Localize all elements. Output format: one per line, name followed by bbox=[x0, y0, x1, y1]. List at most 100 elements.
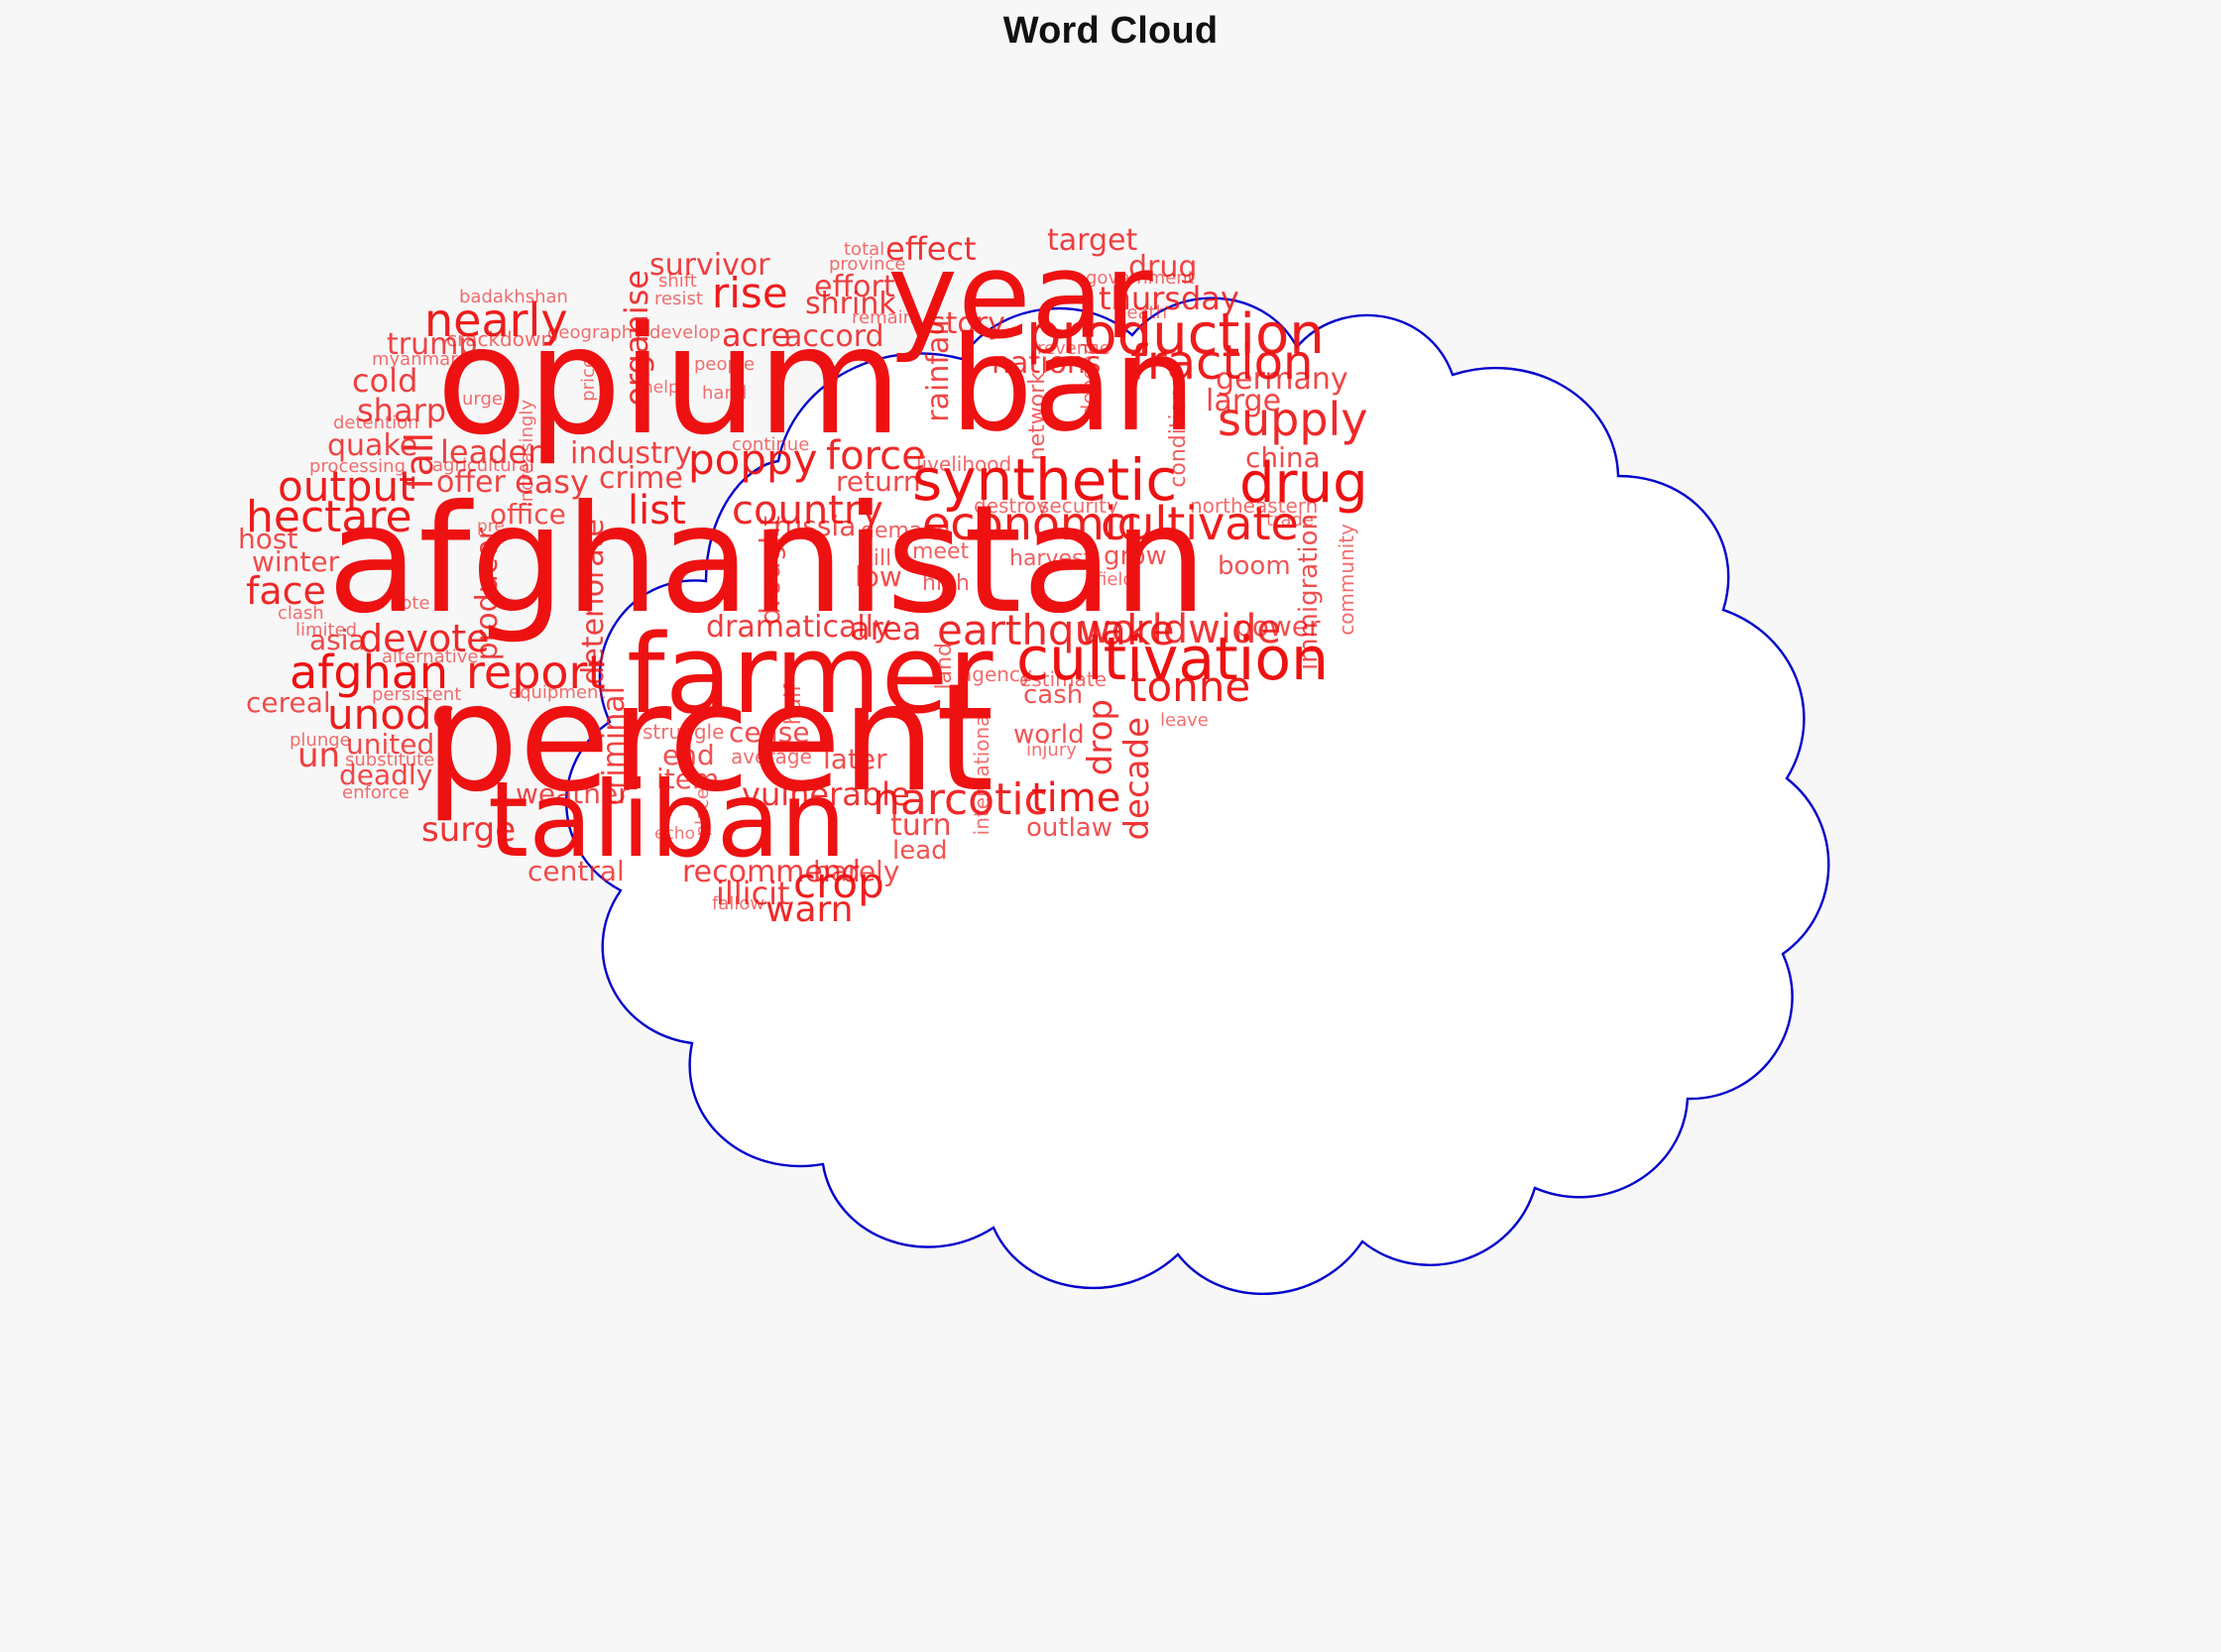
word-united: united bbox=[346, 728, 435, 761]
word-leader: leader bbox=[440, 433, 541, 471]
word-cultivate: cultivate bbox=[1101, 497, 1299, 550]
word-field: field bbox=[1096, 569, 1134, 590]
word-earthquake: earthquake bbox=[937, 606, 1175, 654]
word-output: output bbox=[278, 462, 415, 511]
word-equipment: equipment bbox=[509, 682, 606, 703]
word-injury: injury bbox=[1026, 740, 1077, 761]
word-sharp: sharp bbox=[357, 392, 447, 429]
word-low: low bbox=[855, 560, 902, 593]
word-end: end bbox=[662, 739, 715, 771]
word-asia: asia bbox=[309, 624, 366, 656]
word-livelihood: livelihood bbox=[916, 452, 1012, 476]
word-deadly: deadly bbox=[339, 759, 433, 791]
word-russia: russia bbox=[773, 510, 857, 542]
word-force: force bbox=[826, 433, 926, 479]
word-un: un bbox=[297, 736, 341, 775]
page-title: Word Cloud bbox=[1002, 10, 1219, 52]
word-note: note bbox=[390, 593, 430, 614]
word-persistent: persistent bbox=[372, 684, 462, 705]
word-power: power bbox=[1234, 610, 1321, 643]
word-crime: crime bbox=[599, 461, 683, 496]
word-criminal: criminal bbox=[597, 686, 632, 806]
word-price: price bbox=[578, 357, 599, 402]
word-thursday: thursday bbox=[1099, 280, 1239, 317]
word-vulnerable: vulnerable bbox=[742, 775, 910, 813]
word-drug: drug bbox=[1128, 250, 1198, 285]
word-high: high bbox=[922, 571, 970, 596]
word-help: help bbox=[643, 378, 679, 398]
word-crop: crop bbox=[793, 859, 884, 907]
word-average: average bbox=[731, 745, 812, 768]
word-trade: trade bbox=[1266, 510, 1314, 531]
word-death: death bbox=[1115, 302, 1167, 323]
word-demand: demand bbox=[861, 519, 951, 543]
word-drug: drug bbox=[1239, 451, 1368, 516]
word-taliban: taliban bbox=[488, 760, 847, 881]
word-network: network bbox=[1025, 372, 1050, 461]
word-china: china bbox=[1245, 441, 1321, 474]
word-unodc: unodc bbox=[327, 690, 455, 739]
word-substitute: substitute bbox=[345, 750, 435, 770]
word-dramatically: dramatically bbox=[706, 610, 891, 645]
word-fallow: fallow bbox=[712, 893, 765, 914]
word-world: world bbox=[1013, 720, 1085, 750]
word-remain: remain bbox=[852, 307, 915, 328]
word-struggle: struggle bbox=[643, 720, 725, 744]
word-revenue: revenue bbox=[1037, 338, 1110, 359]
word-continue: continue bbox=[732, 434, 810, 455]
word-cold: cold bbox=[352, 362, 418, 400]
word-cease: cease bbox=[729, 716, 810, 749]
cloud-outline-shape bbox=[565, 296, 1830, 1295]
word-afghan: afghan bbox=[290, 646, 449, 699]
word-develop: develop bbox=[649, 322, 721, 343]
word-accord: accord bbox=[784, 319, 884, 354]
word-year: year bbox=[887, 228, 1153, 366]
word-limited: limited bbox=[295, 620, 358, 641]
word-trump: trump bbox=[387, 327, 478, 362]
word-hectare: hectare bbox=[246, 492, 412, 542]
word-total: total bbox=[844, 239, 885, 260]
word-harvest: harvest bbox=[1009, 546, 1093, 571]
word-processing: processing bbox=[309, 456, 407, 477]
word-easy: easy bbox=[515, 463, 589, 501]
word-warn: warn bbox=[765, 889, 854, 930]
word-face: face bbox=[246, 569, 326, 613]
word-badakhshan: badakhshan bbox=[459, 287, 568, 307]
word-devote: devote bbox=[359, 617, 490, 660]
word-urge: urge bbox=[462, 389, 503, 410]
word-international: international bbox=[970, 709, 994, 836]
word-nearly: nearly bbox=[424, 294, 568, 347]
word-cultivation: cultivation bbox=[1016, 625, 1330, 694]
word-poppy: poppy bbox=[688, 435, 818, 484]
word-organise: organise bbox=[618, 270, 655, 407]
word-later: later bbox=[823, 743, 887, 775]
word-outlaw: outlaw bbox=[1026, 813, 1113, 843]
word-acre: acre bbox=[722, 316, 791, 354]
word-immigration: immigration bbox=[1294, 514, 1324, 671]
word-rise: rise bbox=[712, 269, 788, 317]
word-depend: depend bbox=[1077, 342, 1101, 417]
word-tonne: tonne bbox=[1130, 662, 1251, 711]
word-survivor: survivor bbox=[649, 248, 770, 283]
word-condition: condition bbox=[1166, 387, 1191, 488]
word-winter: winter bbox=[252, 545, 340, 578]
word-economic: economic bbox=[922, 497, 1142, 550]
word-report: report bbox=[466, 646, 606, 699]
word-kill: kill bbox=[861, 546, 892, 571]
word-people: people bbox=[694, 354, 756, 375]
word-grow: grow bbox=[1104, 541, 1167, 571]
word-effort: effort bbox=[814, 270, 895, 304]
word-narcotic: narcotic bbox=[873, 774, 1048, 825]
word-opium: opium bbox=[436, 295, 902, 468]
word-afghanistan: afghanistan bbox=[327, 474, 1208, 647]
word-recommend: recommend bbox=[682, 855, 861, 889]
word-place: place bbox=[692, 788, 713, 837]
word-illicit: illicit bbox=[716, 875, 790, 912]
word-shift: shift bbox=[658, 271, 697, 292]
word-resist: resist bbox=[654, 289, 703, 309]
word-barely: barely bbox=[813, 855, 900, 887]
word-meet: meet bbox=[912, 539, 970, 564]
word-list: list bbox=[628, 488, 686, 533]
